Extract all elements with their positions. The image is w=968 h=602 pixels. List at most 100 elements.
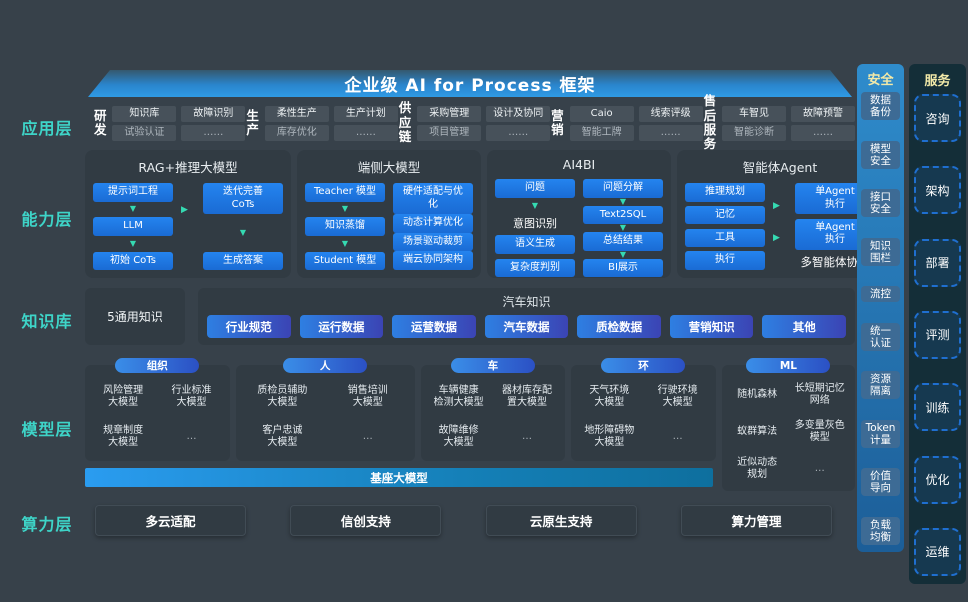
app-group-label: 售后 服务 <box>703 93 717 152</box>
capability-step-button[interactable]: LLM <box>93 217 173 236</box>
app-chip: …… <box>333 124 398 141</box>
capability-step-button[interactable]: BI展示 <box>583 258 663 277</box>
capability-step-button[interactable]: 问题分解 <box>583 179 663 198</box>
capability-step-button[interactable]: 知识蒸馏 <box>305 217 385 236</box>
model-cell: 质检员辅助 大模型 <box>257 385 308 408</box>
compute-button[interactable]: 信创支持 <box>290 505 442 536</box>
capability-box: 端侧大模型 Teacher 模型 ▼ 知识蒸馏 ▼ Student 模型 硬件适配与优 化动… <box>297 150 481 278</box>
app-group: 营销 Caio 智能工牌 线索评级 …… <box>550 105 703 141</box>
capability-step-button[interactable]: 初始 CoTs <box>93 251 173 270</box>
model-cell: 多变量灰色 模型 <box>794 419 845 443</box>
capability-step-button[interactable]: 语义生成 <box>495 235 575 254</box>
model-cell: 器材库存配 置大模型 <box>501 385 552 408</box>
app-chip: 智能工牌 <box>569 124 634 141</box>
security-item: 负载 均衡 <box>861 516 900 545</box>
app-chip: Caio <box>569 105 634 122</box>
compute-button[interactable]: 云原生支持 <box>485 505 637 536</box>
service-item[interactable]: 评测 <box>914 310 961 359</box>
app-chip: 采购管理 <box>417 105 482 122</box>
arrow-right-icon: ▶ <box>181 205 188 215</box>
layer-label-model: 模型层 <box>21 420 73 439</box>
model-group-box: 风险管理 大模型 行业标准 大模型 规章制度 大模型… <box>85 365 230 461</box>
service-column: 服务 咨询 架构 部署 评测 训练 优化 运维 <box>909 64 966 584</box>
app-chip: 库存优化 <box>264 124 329 141</box>
service-item[interactable]: 训练 <box>914 383 961 432</box>
service-item[interactable]: 优化 <box>914 455 961 504</box>
capability-step-button[interactable]: 记忆 <box>685 205 765 225</box>
model-cell: … <box>362 431 373 442</box>
security-item: 数据 备份 <box>861 92 900 121</box>
app-cell: 柔性生产 库存优化 <box>264 105 329 141</box>
flow-connector: ▶ <box>181 181 195 272</box>
capability-step-button[interactable]: 推理规划 <box>685 183 765 202</box>
service-item[interactable]: 咨询 <box>914 94 961 142</box>
knowledge-category-button[interactable]: 营销知识 <box>669 315 754 338</box>
app-group-label: 生产 <box>246 107 259 137</box>
knowledge-category-button[interactable]: 运行数据 <box>299 315 384 338</box>
capability-step-button[interactable]: 提示词工程 <box>93 183 173 202</box>
knowledge-category-button[interactable]: 汽车数据 <box>484 315 569 338</box>
model-group: 组织 风险管理 大模型 行业标准 大模型 规章制度 大模型… <box>85 358 230 461</box>
model-cell: 蚁群算法 <box>737 425 778 437</box>
capability-step-button[interactable]: 复杂度判别 <box>495 258 575 277</box>
capability-step-button[interactable]: 迭代完善 CoTs <box>203 183 283 214</box>
app-chip: 故障识别 <box>181 105 246 122</box>
arrow-down-icon: ▼ <box>341 204 349 214</box>
service-item[interactable]: 运维 <box>914 527 961 576</box>
capability-step-button[interactable]: 场景驱动裁剪 <box>393 232 473 252</box>
knowledge-category-button[interactable]: 行业规范 <box>207 315 291 338</box>
capability-step-button[interactable]: 总结结果 <box>583 232 663 251</box>
knowledge-category-button[interactable]: 运营数据 <box>392 315 476 338</box>
security-items: 数据 备份 模型 安全 接口 安全 知识 围栏 流控 统一 认证 资源 隔离 Token 计量… <box>860 92 901 545</box>
app-cell: 采购管理 项目管理 <box>417 105 482 141</box>
service-item[interactable]: 架构 <box>914 166 961 215</box>
capability-step-button[interactable]: Student 模型 <box>305 251 385 270</box>
capability-step-button[interactable]: 生成答案 <box>203 251 283 270</box>
model-cell: … <box>521 431 532 442</box>
model-group-pill: 人 <box>283 358 368 373</box>
capability-step-button[interactable]: Text2SQL <box>583 205 663 224</box>
capability-note: 多智能体协同 <box>800 255 870 269</box>
app-chip: …… <box>638 124 703 141</box>
capability-step-button[interactable]: 执行 <box>685 251 765 270</box>
capability-step-button[interactable]: 端云协同架构 <box>393 251 473 270</box>
app-chip: 试验认证 <box>112 124 177 141</box>
capability-step-button[interactable]: 硬件适配与优 化 <box>393 183 473 214</box>
service-item[interactable]: 部署 <box>914 238 961 287</box>
app-cell: 故障预警 …… <box>791 105 856 141</box>
capability-column: 硬件适配与优 化动态计算优化 场景驱动裁剪 端云协同架构 <box>393 181 473 272</box>
app-cell: 车智见 智能诊断 <box>722 105 787 141</box>
model-group-box: 车辆健康 检测大模型 器材库存配 置大模型 故障维修 大模型… <box>420 365 566 461</box>
arrow-down-icon: ▼ <box>129 204 137 214</box>
capability-box-content: 问题 ▼ 意图识别 语义生成 复杂度判别 问题分解 ▼ Text2SQL ▼ 总结结果 ▼ BI展示 <box>495 177 663 279</box>
model-group: ML 随机森林 长短期记忆 网络 蚁群算法 多变量灰色 模型 近似动态 规划… <box>721 358 856 491</box>
model-group-pill: 组织 <box>115 358 200 373</box>
capability-step-button[interactable]: Teacher 模型 <box>305 183 385 202</box>
app-chip: 线索评级 <box>638 105 703 122</box>
layer-label-application: 应用层 <box>21 119 73 138</box>
knowledge-category-button[interactable]: 质检数据 <box>577 315 661 338</box>
model-group-box: 天气环境 大模型 行驶环境 大模型 地形障碍物 大模型… <box>571 365 716 461</box>
arrow-right-icon: ▶ <box>773 233 780 243</box>
capability-step-button[interactable]: 工具 <box>685 228 765 248</box>
model-group: 车车辆健康 检测大模型 器材库存配 置大模型 故障维修 大模型… <box>420 358 566 461</box>
app-cell: Caio 智能工牌 <box>569 105 634 141</box>
compute-button[interactable]: 多云适配 <box>95 505 246 536</box>
service-items: 咨询架构部署评测训练优化运维 <box>914 94 961 576</box>
app-chip: …… <box>486 124 551 141</box>
knowledge-category-button[interactable]: 其他 <box>762 315 847 338</box>
app-chip: 知识库 <box>112 105 177 122</box>
capability-step-button[interactable]: 问题 <box>495 179 575 198</box>
capability-column: 提示词工程 ▼ LLM ▼ 初始 CoTs <box>93 181 173 272</box>
capability-step-button[interactable]: 动态计算优化 <box>393 214 473 233</box>
app-group: 研发 知识库 试验认证 故障识别 …… <box>93 105 246 141</box>
app-chip: 故障预警 <box>791 105 856 122</box>
arrow-down-icon: ▼ <box>619 223 627 232</box>
app-group: 售后 服务 车智见 智能诊断 故障预警 …… <box>703 93 856 152</box>
compute-button[interactable]: 算力管理 <box>680 505 832 536</box>
security-item: Token 计量 <box>861 419 900 448</box>
arrow-down-icon: ▼ <box>531 201 539 211</box>
app-group: 生产 柔性生产 库存优化 生产计划 …… <box>245 105 398 141</box>
layer-label-knowledge: 知识库 <box>21 312 73 331</box>
capability-step-text: 意图识别 <box>513 216 557 230</box>
